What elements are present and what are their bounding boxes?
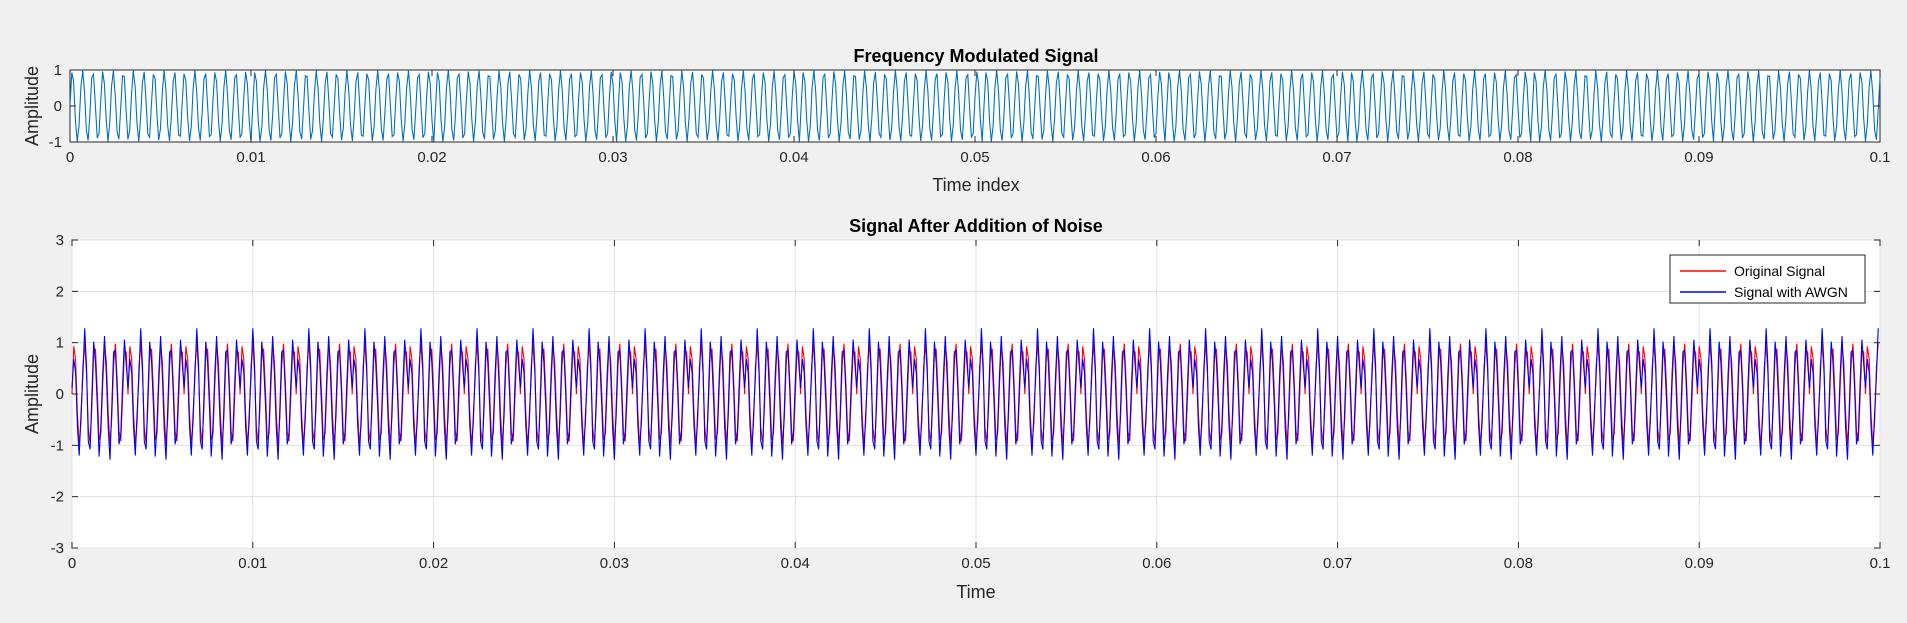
x-tick-label: 0.08 [1503, 149, 1532, 166]
x-tick-label: 0.01 [236, 149, 265, 166]
legend-original-label: Original Signal [1734, 263, 1825, 279]
legend: Original Signal Signal with AWGN [1669, 254, 1866, 304]
x-tick-label: 0.05 [960, 149, 989, 166]
x-tick-label: 0.07 [1322, 149, 1351, 166]
x-tick-label: 0.07 [1323, 555, 1352, 572]
fm-signal-xlabel: Time index [932, 175, 1019, 195]
y-tick-label: -2 [51, 489, 64, 506]
x-tick-label: 0.09 [1685, 555, 1714, 572]
y-tick-label: -3 [51, 540, 64, 557]
noisy-signal-xlabel: Time [956, 582, 995, 602]
x-tick-label: 0.08 [1504, 555, 1533, 572]
x-tick-label: 0.04 [781, 555, 810, 572]
noisy-signal-axes: 0 0.01 0.02 0.03 0.04 0.05 0.06 0.07 0.08 0.09 0.1… [22, 216, 1890, 602]
x-tick-label: 0.01 [238, 555, 267, 572]
legend-box [1669, 254, 1866, 304]
x-tick-label: 0.02 [417, 149, 446, 166]
x-tick-label: 0.04 [779, 149, 808, 166]
noisy-signal-title: Signal After Addition of Noise [849, 216, 1103, 236]
y-tick-label: 3 [56, 232, 64, 249]
legend-awgn-label: Signal with AWGN [1734, 284, 1848, 300]
y-tick-label: -1 [49, 134, 62, 151]
noisy-signal-ylabel: Amplitude [22, 354, 42, 434]
y-tick-label: 2 [56, 283, 64, 300]
x-tick-label: 0.09 [1684, 149, 1713, 166]
y-tick-label: 0 [56, 386, 64, 403]
x-tick-label: 0.1 [1870, 555, 1891, 572]
x-tick-label: 0.03 [600, 555, 629, 572]
signal-with-awgn-line [71, 328, 1879, 460]
fm-signal-axes: 0 0.01 0.02 0.03 0.04 0.05 0.06 0.07 0.08 0.09 0.1… [22, 46, 1890, 195]
x-tick-label: 0.1 [1870, 149, 1891, 166]
x-tick-label: 0 [66, 149, 74, 166]
x-tick-label: 0.02 [419, 555, 448, 572]
x-tick-label: 0 [68, 555, 76, 572]
x-tick-label: 0.05 [961, 555, 990, 572]
x-tick-label: 0.06 [1141, 149, 1170, 166]
fm-signal-title: Frequency Modulated Signal [853, 46, 1098, 66]
x-tick-label: 0.06 [1142, 555, 1171, 572]
y-tick-label: 1 [56, 335, 64, 352]
y-tick-label: 0 [54, 98, 62, 115]
noisy-signal-series [71, 328, 1879, 460]
y-tick-label: -1 [51, 437, 64, 454]
fm-signal-series [69, 70, 1881, 142]
fm-signal-line [69, 70, 1881, 142]
fm-signal-ylabel: Amplitude [22, 66, 42, 146]
y-tick-label: 1 [54, 62, 62, 79]
x-tick-label: 0.03 [598, 149, 627, 166]
